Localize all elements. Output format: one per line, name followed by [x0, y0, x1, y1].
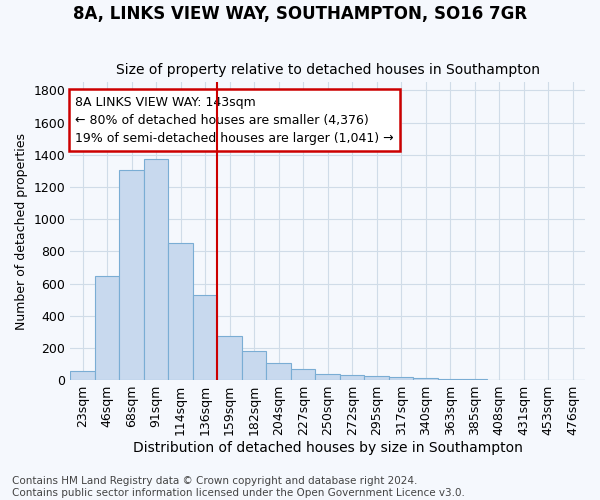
- Text: Contains HM Land Registry data © Crown copyright and database right 2024.
Contai: Contains HM Land Registry data © Crown c…: [12, 476, 465, 498]
- Title: Size of property relative to detached houses in Southampton: Size of property relative to detached ho…: [116, 63, 539, 77]
- Bar: [291, 369, 316, 380]
- Text: 8A LINKS VIEW WAY: 143sqm
← 80% of detached houses are smaller (4,376)
19% of se: 8A LINKS VIEW WAY: 143sqm ← 80% of detac…: [76, 96, 394, 144]
- Bar: [413, 378, 438, 380]
- Bar: [217, 336, 242, 380]
- Y-axis label: Number of detached properties: Number of detached properties: [15, 132, 28, 330]
- X-axis label: Distribution of detached houses by size in Southampton: Distribution of detached houses by size …: [133, 441, 523, 455]
- Bar: [169, 244, 193, 380]
- Bar: [144, 159, 169, 380]
- Bar: [119, 170, 144, 380]
- Bar: [364, 376, 389, 380]
- Bar: [70, 371, 95, 380]
- Bar: [193, 295, 217, 380]
- Bar: [95, 276, 119, 380]
- Bar: [389, 377, 413, 380]
- Bar: [266, 363, 291, 380]
- Text: 8A, LINKS VIEW WAY, SOUTHAMPTON, SO16 7GR: 8A, LINKS VIEW WAY, SOUTHAMPTON, SO16 7G…: [73, 5, 527, 23]
- Bar: [340, 376, 364, 380]
- Bar: [316, 374, 340, 380]
- Bar: [242, 351, 266, 380]
- Bar: [438, 379, 463, 380]
